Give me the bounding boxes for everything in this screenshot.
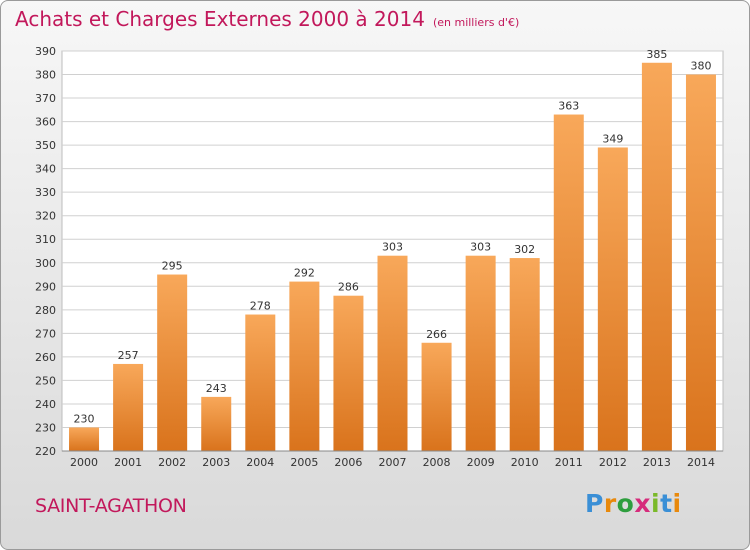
logo-letter: r [603,489,617,518]
bar [685,74,716,451]
chart-title: Achats et Charges Externes 2000 à 2014 (e… [15,7,519,31]
x-tick-label: 2013 [643,456,671,469]
data-label: 295 [162,260,183,273]
data-label: 385 [646,48,667,61]
x-tick-label: 2000 [70,456,98,469]
y-tick-label: 250 [35,374,56,387]
x-tick-label: 2002 [158,456,186,469]
y-tick-label: 260 [35,351,56,364]
y-tick-label: 350 [35,139,56,152]
logo-letter: t [660,489,673,518]
y-tick-label: 300 [35,257,56,270]
data-label: 302 [514,243,535,256]
bar [509,258,540,451]
data-label: 380 [690,60,711,73]
title-text: Achats et Charges Externes 2000 à 2014 [15,7,425,31]
y-tick-label: 380 [35,69,56,82]
bar [465,255,496,451]
y-tick-label: 390 [35,45,56,58]
bar [377,255,408,451]
x-tick-label: 2011 [555,456,583,469]
x-tick-label: 2007 [379,456,407,469]
bar [69,427,100,451]
logo-letter: i [651,489,661,518]
logo-letter: P [585,489,604,518]
data-label: 243 [206,382,227,395]
y-tick-label: 220 [35,445,56,458]
data-label: 303 [382,241,403,254]
y-tick-label: 280 [35,304,56,317]
y-tick-label: 360 [35,116,56,129]
data-label: 286 [338,281,359,294]
y-tick-label: 370 [35,92,56,105]
x-tick-label: 2006 [334,456,362,469]
bar [201,396,232,451]
bar [113,363,144,451]
y-tick-label: 240 [35,398,56,411]
y-tick-label: 310 [35,233,56,246]
bar [421,342,452,451]
data-label: 230 [74,412,95,425]
y-tick-label: 290 [35,280,56,293]
data-label: 292 [294,267,315,280]
bar [641,62,672,451]
bar [245,314,276,451]
y-tick-label: 330 [35,186,56,199]
data-label: 349 [602,132,623,145]
bar [553,114,584,451]
data-label: 257 [118,349,139,362]
x-tick-label: 2010 [511,456,539,469]
data-label: 278 [250,300,271,313]
unit-note: (en milliers d'€) [432,16,520,29]
x-tick-label: 2009 [467,456,495,469]
bar [289,281,320,451]
x-tick-label: 2004 [246,456,274,469]
x-tick-label: 2012 [599,456,627,469]
logo-letter: i [672,489,682,518]
logo-letter: o [616,489,635,518]
x-tick-label: 2014 [687,456,715,469]
bar [333,295,364,451]
data-label: 363 [558,100,579,113]
data-label: 303 [470,241,491,254]
bar [597,147,628,451]
logo-letter: x [634,489,651,518]
x-tick-label: 2001 [114,456,142,469]
y-tick-label: 270 [35,327,56,340]
data-label: 266 [426,328,447,341]
x-tick-label: 2008 [423,456,451,469]
y-tick-label: 340 [35,163,56,176]
y-tick-label: 320 [35,210,56,223]
proxiti-logo: Proxiti [585,489,682,518]
x-tick-label: 2005 [290,456,318,469]
city-name: SAINT-AGATHON [35,495,187,517]
x-tick-label: 2003 [202,456,230,469]
y-tick-label: 230 [35,421,56,434]
bar [157,274,188,451]
